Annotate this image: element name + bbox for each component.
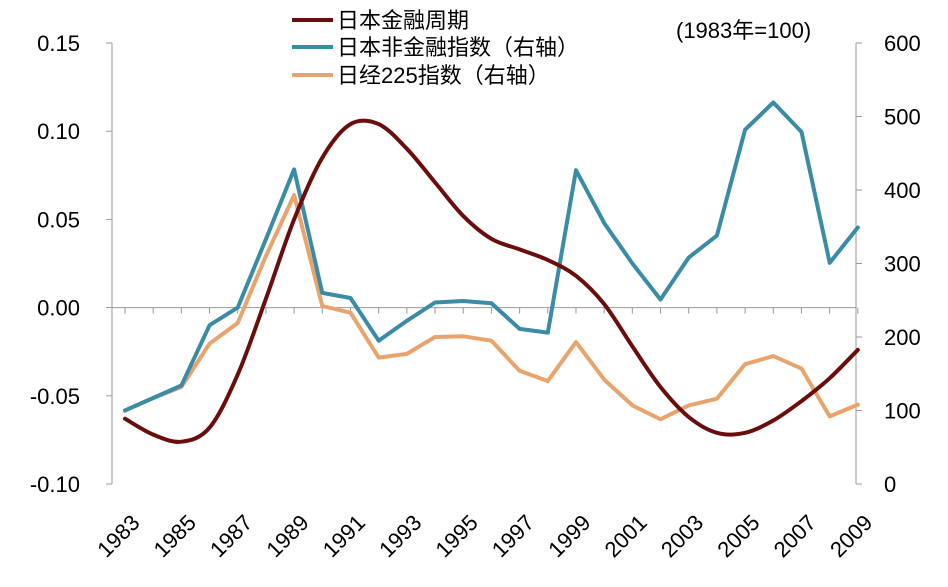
- left-tick-label: 0.10: [37, 119, 80, 144]
- right-tick-label: 400: [884, 178, 921, 203]
- left-tick-label: 0.00: [37, 296, 80, 321]
- right-tick-label: 300: [884, 252, 921, 277]
- x-tick-label: 1995: [430, 510, 482, 562]
- right-tick-label: 100: [884, 399, 921, 424]
- right-tick-label: 0: [884, 472, 896, 497]
- x-tick-label: 1987: [205, 510, 257, 562]
- legend-label-nonfinancial-index: 日本非金融指数（右轴）: [337, 35, 579, 60]
- left-tick-label: -0.10: [30, 472, 80, 497]
- x-tick-label: 1985: [149, 510, 201, 562]
- x-tick-label: 2001: [600, 510, 652, 562]
- legend: 日本金融周期 日本非金融指数（右轴） 日经225指数（右轴）: [292, 8, 579, 88]
- x-tick-label: 2003: [656, 510, 708, 562]
- x-tick-label: 2005: [712, 510, 764, 562]
- left-tick-label: 0.15: [37, 31, 80, 56]
- x-tick-label: 1997: [487, 510, 539, 562]
- x-tick-label: 2007: [769, 510, 821, 562]
- x-tick-label: 1983: [92, 510, 144, 562]
- left-tick-label: -0.05: [30, 384, 80, 409]
- right-tick-label: 600: [884, 31, 921, 56]
- right-tick-label: 200: [884, 325, 921, 350]
- x-tick-label: 1991: [318, 510, 370, 562]
- chart-axes: 0.15 0.10 0.05 0.00 -0.05 -0.10 600 500 400 300 20…: [30, 31, 921, 562]
- right-tick-label: 500: [884, 105, 921, 130]
- legend-label-nikkei225: 日经225指数（右轴）: [337, 63, 550, 88]
- series-line-nonfinancial-index: [123, 100, 860, 413]
- x-tick-label: 2009: [825, 510, 877, 562]
- x-tick-label: 1989: [261, 510, 313, 562]
- base-year-note: (1983年=100): [676, 18, 811, 43]
- series-line-nikkei225: [123, 193, 860, 422]
- x-tick-label: 1993: [374, 510, 426, 562]
- x-tick-label: 1999: [543, 510, 595, 562]
- left-tick-label: 0.05: [37, 207, 80, 232]
- series-line-financial-cycle: [123, 118, 860, 444]
- legend-label-financial-cycle: 日本金融周期: [337, 8, 469, 33]
- series-layer: [123, 100, 860, 444]
